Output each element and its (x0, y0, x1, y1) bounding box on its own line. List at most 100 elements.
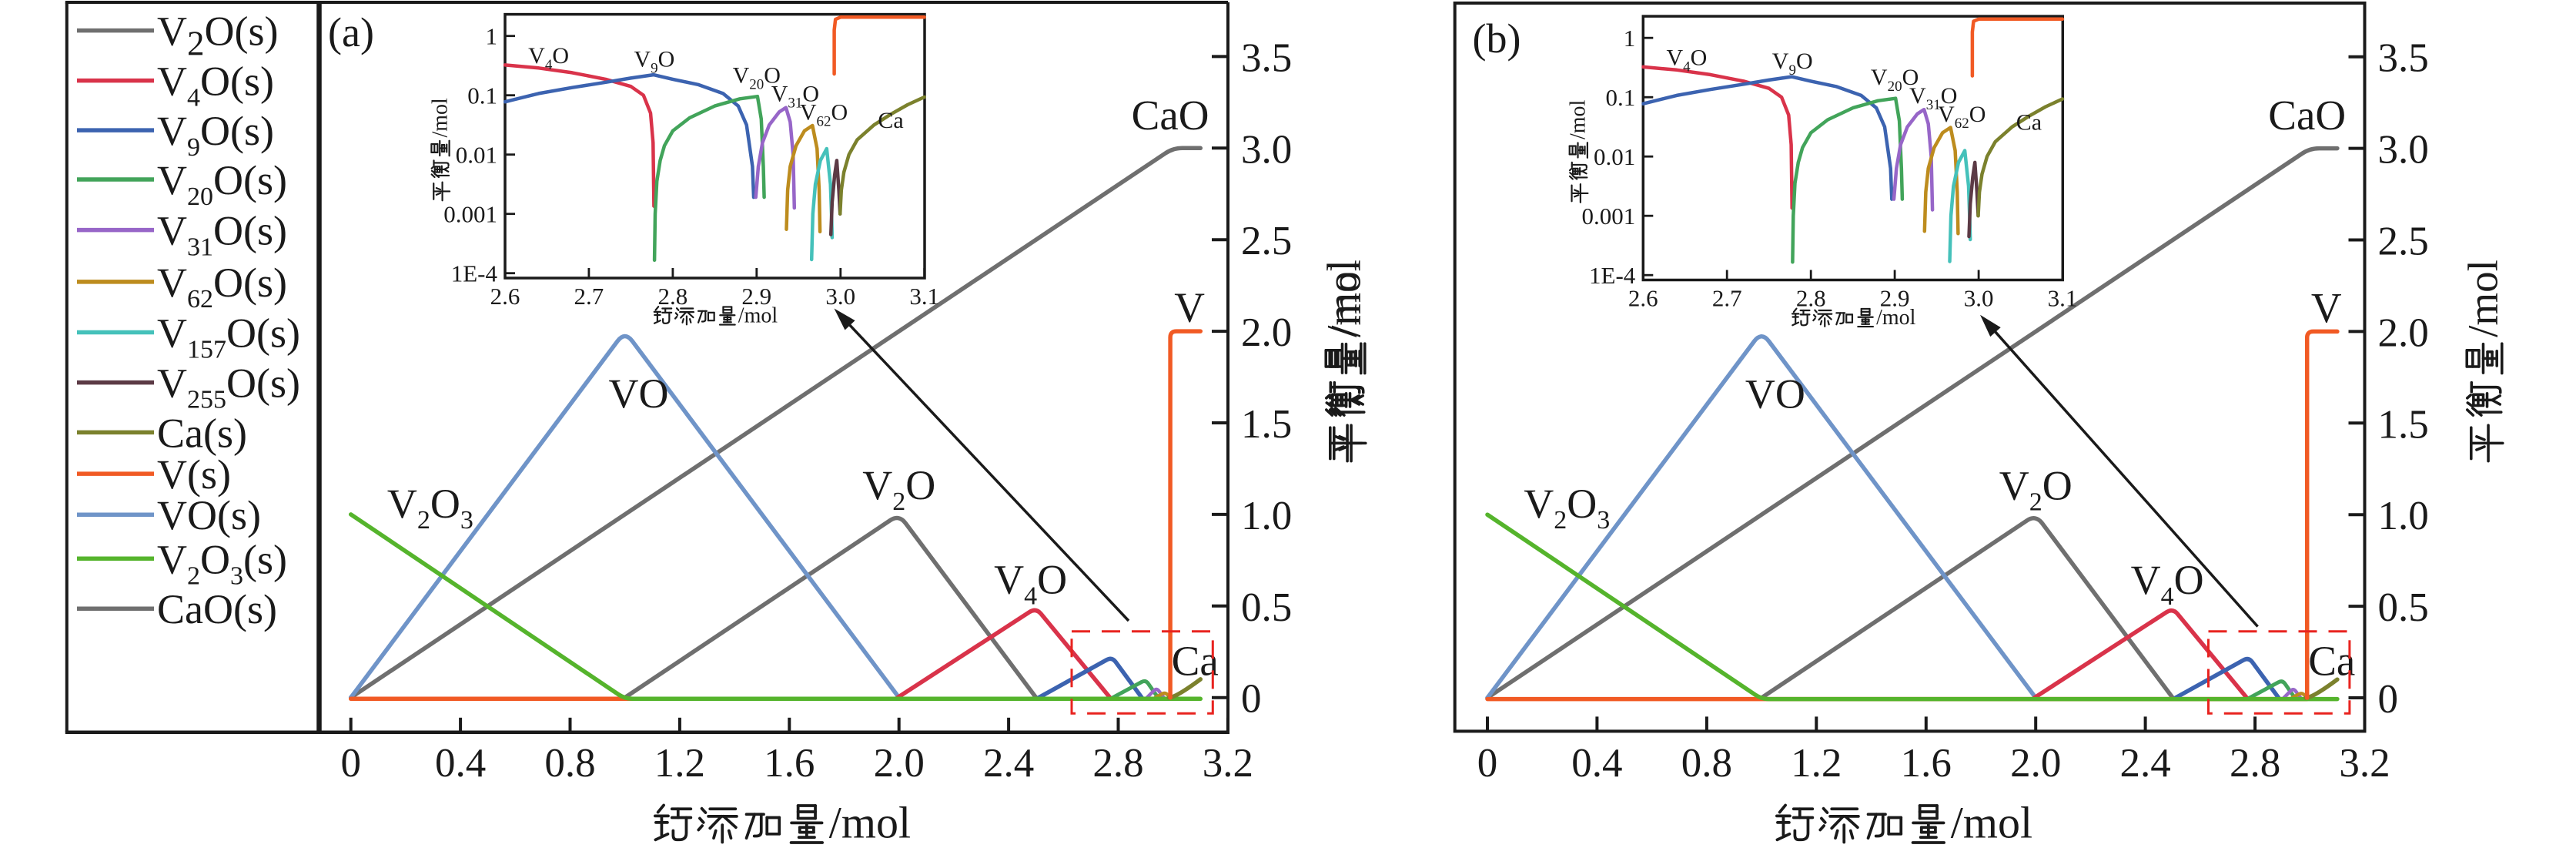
svg-text:1: 1 (1624, 25, 1636, 52)
svg-text:V4O: V4O (528, 43, 569, 73)
svg-text:V: V (2311, 284, 2342, 331)
svg-text:V20O(s): V20O(s) (157, 157, 287, 211)
svg-text:V62O: V62O (1938, 102, 1986, 132)
svg-text:1E-4: 1E-4 (1589, 262, 1636, 289)
svg-text:2.0: 2.0 (2378, 310, 2429, 355)
svg-text:CaO: CaO (1132, 92, 1209, 139)
svg-text:/mol: /mol (738, 303, 778, 327)
svg-text:0: 0 (1477, 741, 1498, 786)
svg-text:0: 0 (340, 741, 361, 786)
svg-text:V4O(s): V4O(s) (157, 59, 274, 112)
svg-text:/mol: /mol (1951, 797, 2032, 847)
svg-text:3.5: 3.5 (2378, 36, 2429, 81)
svg-text:2.5: 2.5 (2378, 220, 2429, 264)
svg-text:1.5: 1.5 (1241, 402, 1292, 447)
svg-text:VO: VO (1745, 371, 1805, 417)
svg-text:0.01: 0.01 (456, 142, 497, 169)
svg-text:V2O: V2O (1999, 462, 2073, 516)
svg-text:V9O(s): V9O(s) (157, 108, 274, 162)
svg-text:V31O: V31O (1909, 83, 1957, 113)
svg-text:V31O(s): V31O(s) (157, 208, 287, 262)
svg-text:0.001: 0.001 (1582, 203, 1636, 230)
svg-text:/mol: /mol (1323, 260, 1370, 337)
svg-text:Ca(s): Ca(s) (157, 410, 247, 456)
svg-text:2.4: 2.4 (983, 741, 1034, 786)
svg-text:CaO(s): CaO(s) (157, 586, 277, 632)
svg-text:V255O(s): V255O(s) (157, 360, 300, 414)
svg-text:V2O(s): V2O(s) (157, 8, 278, 63)
svg-text:2.6: 2.6 (490, 283, 520, 310)
svg-text:3.0: 3.0 (2378, 128, 2429, 173)
svg-text:2.0: 2.0 (1241, 310, 1292, 355)
svg-text:2.6: 2.6 (1628, 285, 1658, 312)
svg-text:CaO: CaO (2268, 92, 2346, 139)
svg-text:V2O3: V2O3 (387, 481, 473, 535)
svg-text:V157O(s): V157O(s) (157, 310, 300, 364)
svg-text:2.8: 2.8 (658, 283, 688, 310)
svg-text:(a): (a) (328, 9, 374, 55)
svg-text:0.001: 0.001 (443, 201, 497, 228)
svg-text:V20O: V20O (1871, 65, 1919, 95)
svg-text:V31O: V31O (771, 81, 819, 111)
svg-text:V62O(s): V62O(s) (157, 260, 287, 313)
svg-text:2.5: 2.5 (1241, 219, 1292, 263)
svg-text:0.5: 0.5 (2378, 585, 2429, 630)
svg-text:0.5: 0.5 (1241, 585, 1292, 630)
svg-text:0.1: 0.1 (1606, 84, 1636, 111)
svg-text:2.9: 2.9 (1880, 285, 1910, 312)
svg-text:/mol: /mol (1319, 260, 1366, 337)
svg-text:/mol: /mol (2460, 260, 2507, 337)
svg-text:V: V (1174, 284, 1205, 331)
svg-text:0.8: 0.8 (1681, 741, 1732, 786)
svg-text:/mol: /mol (428, 98, 452, 138)
svg-text:V9O: V9O (634, 47, 674, 77)
svg-text:3.0: 3.0 (825, 283, 855, 310)
svg-text:2.8: 2.8 (2230, 741, 2280, 786)
svg-text:3.1: 3.1 (2048, 285, 2078, 312)
svg-text:1: 1 (486, 23, 498, 50)
svg-text:3.1: 3.1 (909, 283, 939, 310)
svg-text:0.4: 0.4 (435, 741, 486, 786)
svg-text:2.0: 2.0 (874, 741, 925, 786)
svg-text:/mol: /mol (829, 797, 911, 847)
svg-text:0.8: 0.8 (544, 741, 595, 786)
svg-text:1.6: 1.6 (764, 741, 815, 786)
svg-text:0.01: 0.01 (1594, 143, 1635, 170)
svg-text:2.8: 2.8 (1796, 285, 1826, 312)
svg-text:2.7: 2.7 (1712, 285, 1742, 312)
svg-text:3.0: 3.0 (1241, 127, 1292, 172)
svg-text:VO(s): VO(s) (157, 492, 261, 538)
svg-text:3.0: 3.0 (1964, 285, 1994, 312)
svg-text:1.2: 1.2 (654, 741, 705, 786)
svg-text:2.9: 2.9 (741, 283, 771, 310)
svg-text:V4O: V4O (994, 557, 1067, 611)
svg-text:2.0: 2.0 (2010, 741, 2061, 786)
svg-text:V4O: V4O (2131, 557, 2204, 611)
svg-text:0: 0 (2378, 677, 2399, 722)
svg-text:V2O3: V2O3 (1524, 481, 1610, 535)
svg-text:0.1: 0.1 (467, 82, 497, 109)
svg-text:Ca: Ca (2016, 110, 2042, 136)
svg-text:1.0: 1.0 (1241, 494, 1292, 538)
svg-text:1.6: 1.6 (1901, 741, 1952, 786)
svg-text:Ca: Ca (1172, 637, 1219, 684)
svg-text:3.5: 3.5 (1241, 35, 1292, 80)
svg-text:/mol: /mol (1876, 306, 1916, 330)
svg-text:(b): (b) (1473, 15, 1521, 62)
svg-text:1E-4: 1E-4 (451, 260, 498, 287)
svg-text:3.2: 3.2 (1203, 741, 1253, 786)
svg-text:1.0: 1.0 (2378, 494, 2429, 538)
svg-text:Ca: Ca (878, 108, 903, 133)
svg-text:VO: VO (609, 370, 669, 417)
svg-text:0: 0 (1241, 677, 1262, 722)
svg-text:2.8: 2.8 (1092, 741, 1143, 786)
svg-text:2.7: 2.7 (574, 283, 604, 310)
svg-text:1.2: 1.2 (1791, 741, 1842, 786)
svg-text:2.4: 2.4 (2119, 741, 2170, 786)
svg-text:V4O: V4O (1666, 45, 1707, 75)
svg-text:/mol: /mol (1567, 99, 1591, 139)
svg-text:1.5: 1.5 (2378, 402, 2429, 447)
svg-text:Ca: Ca (2308, 638, 2355, 685)
svg-text:V(s): V(s) (157, 451, 231, 498)
svg-text:0.4: 0.4 (1571, 741, 1622, 786)
